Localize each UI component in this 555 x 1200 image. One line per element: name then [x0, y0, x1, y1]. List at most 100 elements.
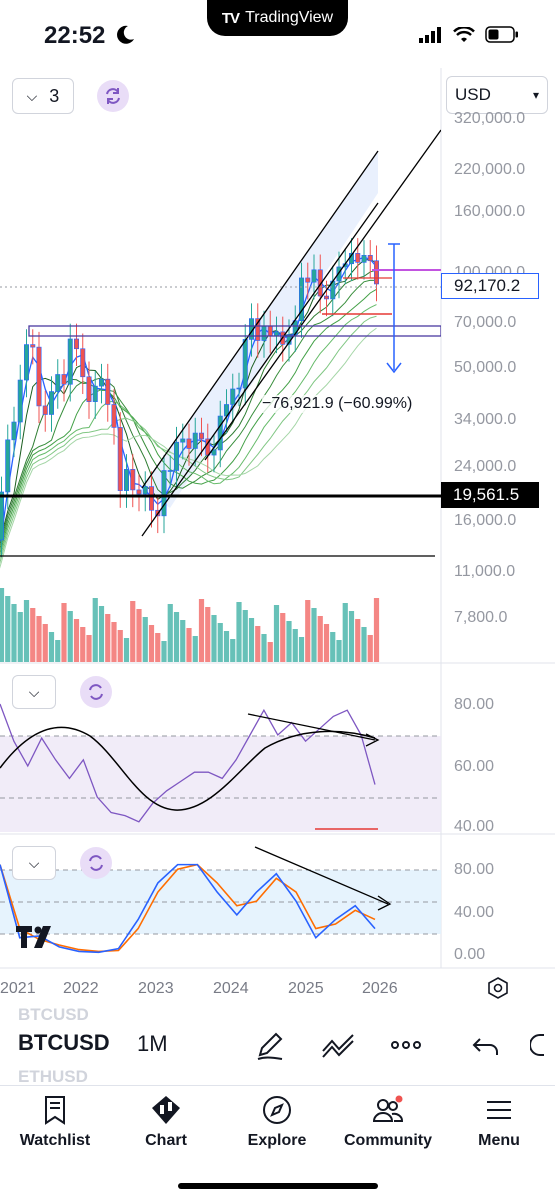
- undo-icon[interactable]: [468, 1027, 504, 1063]
- measure-label: −76,921.9 (−60.99%): [262, 395, 413, 413]
- range-rectangle: [28, 325, 441, 337]
- volume-bar: [242, 610, 248, 662]
- rsi-collapse-toggle[interactable]: ⌵: [12, 675, 56, 709]
- volume-bar: [0, 588, 5, 662]
- volume-bar: [348, 611, 355, 662]
- volume-bar: [180, 620, 186, 662]
- stoch-k-line: [0, 863, 376, 954]
- wifi-icon: [453, 26, 475, 42]
- stoch-collapse-toggle[interactable]: ⌵: [12, 846, 56, 880]
- volume-bar: [105, 614, 111, 662]
- level-price-tag: 19,561.5: [441, 482, 539, 508]
- nav-chart[interactable]: Chart: [111, 1094, 221, 1150]
- volume-bar: [48, 632, 55, 662]
- nav-menu[interactable]: Menu: [444, 1094, 554, 1150]
- tradingview-badge: TV TradingView: [207, 0, 348, 36]
- ma-line: [0, 279, 377, 551]
- symbol-button[interactable]: BTCUSD: [18, 1030, 110, 1056]
- last-price-tag: 92,170.2: [441, 273, 539, 299]
- price-axis-label: 34,000.0: [454, 411, 517, 428]
- year-label: 2022: [63, 980, 99, 997]
- volume-bar: [36, 616, 42, 662]
- volume-bar: [286, 621, 292, 662]
- nav-watchlist[interactable]: Watchlist: [0, 1094, 110, 1150]
- volume-bar: [117, 630, 123, 662]
- nav-label: Community: [344, 1132, 432, 1149]
- candle-body: [99, 378, 105, 387]
- sync-button[interactable]: [97, 80, 129, 112]
- candle-body: [161, 470, 167, 517]
- currency-select[interactable]: USD ▾: [446, 76, 548, 114]
- candle-body: [36, 346, 42, 407]
- volume-bar: [73, 619, 80, 662]
- bottom-nav: Watchlist Chart Explore Community Menu: [0, 1085, 555, 1200]
- year-label: 2023: [138, 980, 174, 997]
- year-label: 2025: [288, 980, 324, 997]
- system-icons: [419, 26, 519, 43]
- indicators-icon[interactable]: [320, 1027, 356, 1063]
- price-axis-label: 70,000.0: [454, 314, 517, 331]
- volume-bar: [230, 639, 236, 662]
- chart-canvas[interactable]: [0, 68, 555, 1003]
- price-axis-label: 220,000.0: [454, 161, 526, 178]
- interval-button[interactable]: 1M: [137, 1031, 168, 1056]
- volume-bar: [123, 638, 130, 662]
- candle-body: [17, 379, 23, 423]
- candle-body: [230, 388, 236, 405]
- drawing-pen-icon[interactable]: [252, 1027, 288, 1063]
- chevron-down-icon: ⌵: [28, 683, 40, 700]
- candle-body: [5, 439, 11, 493]
- volume-bar: [267, 642, 273, 662]
- candle-body: [167, 470, 173, 472]
- candle-body: [273, 331, 279, 337]
- candle-body: [361, 255, 367, 263]
- redo-icon[interactable]: [530, 1027, 554, 1063]
- candle-body: [0, 491, 5, 541]
- candle-body: [261, 325, 267, 341]
- rsi-sync-button[interactable]: [80, 676, 112, 708]
- candle-body: [242, 339, 248, 389]
- nav-community[interactable]: Community: [333, 1094, 443, 1150]
- more-icon[interactable]: [388, 1027, 424, 1063]
- candle-body: [105, 378, 111, 405]
- volume-bar: [61, 603, 67, 662]
- volume-bar: [255, 626, 261, 662]
- stoch-axis-label: 0.00: [454, 946, 486, 963]
- candle-body: [30, 344, 36, 348]
- volume-bar: [223, 631, 230, 662]
- price-axis-label: 50,000.0: [454, 359, 517, 376]
- candle-body: [61, 374, 67, 385]
- candle-body: [55, 374, 61, 392]
- volume-bar: [142, 617, 148, 662]
- candle-body: [149, 486, 155, 511]
- chart-settings-icon[interactable]: [486, 976, 510, 1000]
- volume-bar: [161, 641, 167, 662]
- candle-body: [42, 405, 48, 415]
- stoch-sync-button[interactable]: [80, 847, 112, 879]
- volume-bar: [186, 628, 192, 662]
- candle-body: [355, 253, 361, 263]
- nav-label: Explore: [247, 1132, 307, 1149]
- candle-body: [373, 260, 379, 285]
- channel-outer-line: [204, 129, 441, 461]
- nav-explore[interactable]: Explore: [222, 1094, 332, 1150]
- candle-body: [174, 441, 180, 471]
- price-axis-label: 24,000.0: [454, 458, 517, 475]
- channel-upper-line: [141, 150, 379, 489]
- candle-body: [86, 376, 92, 402]
- watchlist-icon: [45, 1096, 65, 1125]
- price-axis-label: 16,000.0: [454, 512, 517, 529]
- price-axis-label: 320,000.0: [454, 110, 526, 127]
- volume-bar: [167, 604, 173, 662]
- sync-icon: [106, 88, 120, 104]
- price-axis-label: 160,000.0: [454, 203, 526, 220]
- menu-icon: [487, 1101, 511, 1119]
- volume-bar: [305, 600, 311, 662]
- volume-bar: [355, 619, 361, 662]
- volume-bar: [273, 605, 280, 662]
- chart-area[interactable]: ⌵ 3 USD ▾ 320,000.0 220,000.0 160,000.0 …: [0, 68, 555, 1003]
- candle-body: [255, 318, 261, 341]
- layout-toggle[interactable]: ⌵ 3: [12, 78, 74, 114]
- rsi-axis-label: 60.00: [454, 758, 495, 775]
- focus-moon-icon: [117, 25, 134, 44]
